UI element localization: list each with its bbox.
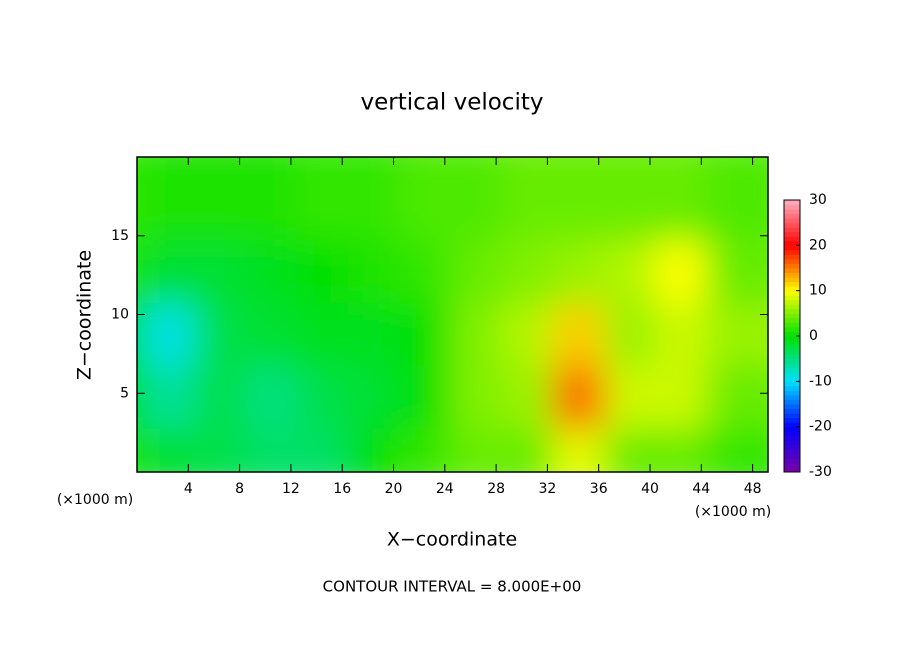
colorbar-step [784, 394, 800, 400]
x-tick-label: 4 [184, 481, 193, 497]
colorbar-step [784, 290, 800, 296]
colorbar-step [784, 277, 800, 283]
colorbar-tick-label: -30 [809, 464, 832, 480]
colorbar-step [784, 376, 800, 382]
x-tick-label: 40 [641, 481, 659, 497]
y-axis-label: Z−coordinate [74, 250, 96, 380]
colorbar-tick-label: 20 [809, 237, 827, 253]
colorbar-step [784, 390, 800, 396]
colorbar-tick-label: 10 [809, 283, 827, 299]
colorbar-step [784, 236, 800, 242]
colorbar-step [784, 204, 800, 210]
contour-interval: CONTOUR INTERVAL = 8.000E+00 [323, 578, 582, 596]
colorbar-step [784, 304, 800, 310]
colorbar-step [784, 354, 800, 360]
colorbar-step [784, 440, 800, 446]
x-axis-label: X−coordinate [387, 529, 517, 551]
colorbar-step [784, 417, 800, 423]
x-tick-label: 12 [282, 481, 300, 497]
colorbar-step [784, 213, 800, 219]
x-tick-label: 20 [385, 481, 403, 497]
colorbar-step [784, 426, 800, 432]
x-tick-label: 16 [333, 481, 351, 497]
colorbar-step [784, 286, 800, 292]
colorbar-step [784, 422, 800, 428]
colorbar-step [784, 295, 800, 301]
colorbar-step [784, 263, 800, 269]
colorbar-step [784, 227, 800, 233]
colorbar-step [784, 308, 800, 314]
colorbar: -30 -20 -10 0 10 20 30 [783, 192, 832, 480]
colorbar-tick-label: 0 [809, 328, 818, 344]
field-cell [706, 157, 768, 240]
colorbar-step [784, 381, 800, 387]
colorbar-step [784, 258, 800, 264]
colorbar-tick-label: 30 [809, 192, 827, 208]
x-unit: (×1000 m) [695, 504, 771, 520]
colorbar-step [784, 268, 800, 274]
colorbar-step [784, 200, 800, 206]
x-tick-label: 36 [590, 481, 608, 497]
colorbar-step [784, 249, 800, 255]
colorbar-tick-label: -10 [809, 373, 832, 389]
colorbar-step [784, 358, 800, 364]
colorbar-step [784, 462, 800, 468]
x-tick-label: 32 [538, 481, 556, 497]
chart-title: vertical velocity [361, 90, 544, 116]
colorbar-step [784, 363, 800, 369]
x-tick-label: 8 [235, 481, 244, 497]
y-tick-label: 10 [111, 307, 129, 323]
x-tick-label: 48 [744, 481, 762, 497]
y-tick-label: 5 [120, 385, 129, 401]
colorbar-step [784, 431, 800, 437]
y-unit: (×1000 m) [57, 492, 133, 508]
colorbar-step [784, 345, 800, 351]
colorbar-step [784, 413, 800, 419]
colorbar-step [784, 313, 800, 319]
colorbar-step [784, 240, 800, 246]
colorbar-step [784, 467, 800, 473]
colorbar-step [784, 281, 800, 287]
colorbar-step [784, 458, 800, 464]
colorbar-step [784, 444, 800, 450]
x-tick-label: 44 [692, 481, 710, 497]
colorbar-step [784, 367, 800, 373]
colorbar-step [784, 449, 800, 455]
colorbar-step [784, 399, 800, 405]
y-tick-label: 15 [111, 228, 129, 244]
colorbar-step [784, 331, 800, 337]
colorbar-step [784, 404, 800, 410]
colorbar-step [784, 218, 800, 224]
x-tick-label: 24 [436, 481, 454, 497]
colorbar-step [784, 317, 800, 323]
colorbar-step [784, 299, 800, 305]
colorbar-step [784, 372, 800, 378]
field [137, 157, 768, 472]
colorbar-step [784, 435, 800, 441]
colorbar-step [784, 245, 800, 251]
colorbar-step [784, 408, 800, 414]
colorbar-step [784, 322, 800, 328]
colorbar-step [784, 453, 800, 459]
colorbar-step [784, 349, 800, 355]
colorbar-step [784, 336, 800, 342]
colorbar-step [784, 326, 800, 332]
colorbar-step [784, 209, 800, 215]
x-tick-label: 28 [487, 481, 505, 497]
colorbar-step [784, 340, 800, 346]
colorbar-step [784, 254, 800, 260]
colorbar-step [784, 222, 800, 228]
plot-area [137, 157, 768, 472]
colorbar-tick-label: -20 [809, 419, 832, 435]
colorbar-step [784, 385, 800, 391]
colorbar-step [784, 231, 800, 237]
colorbar-step [784, 272, 800, 278]
